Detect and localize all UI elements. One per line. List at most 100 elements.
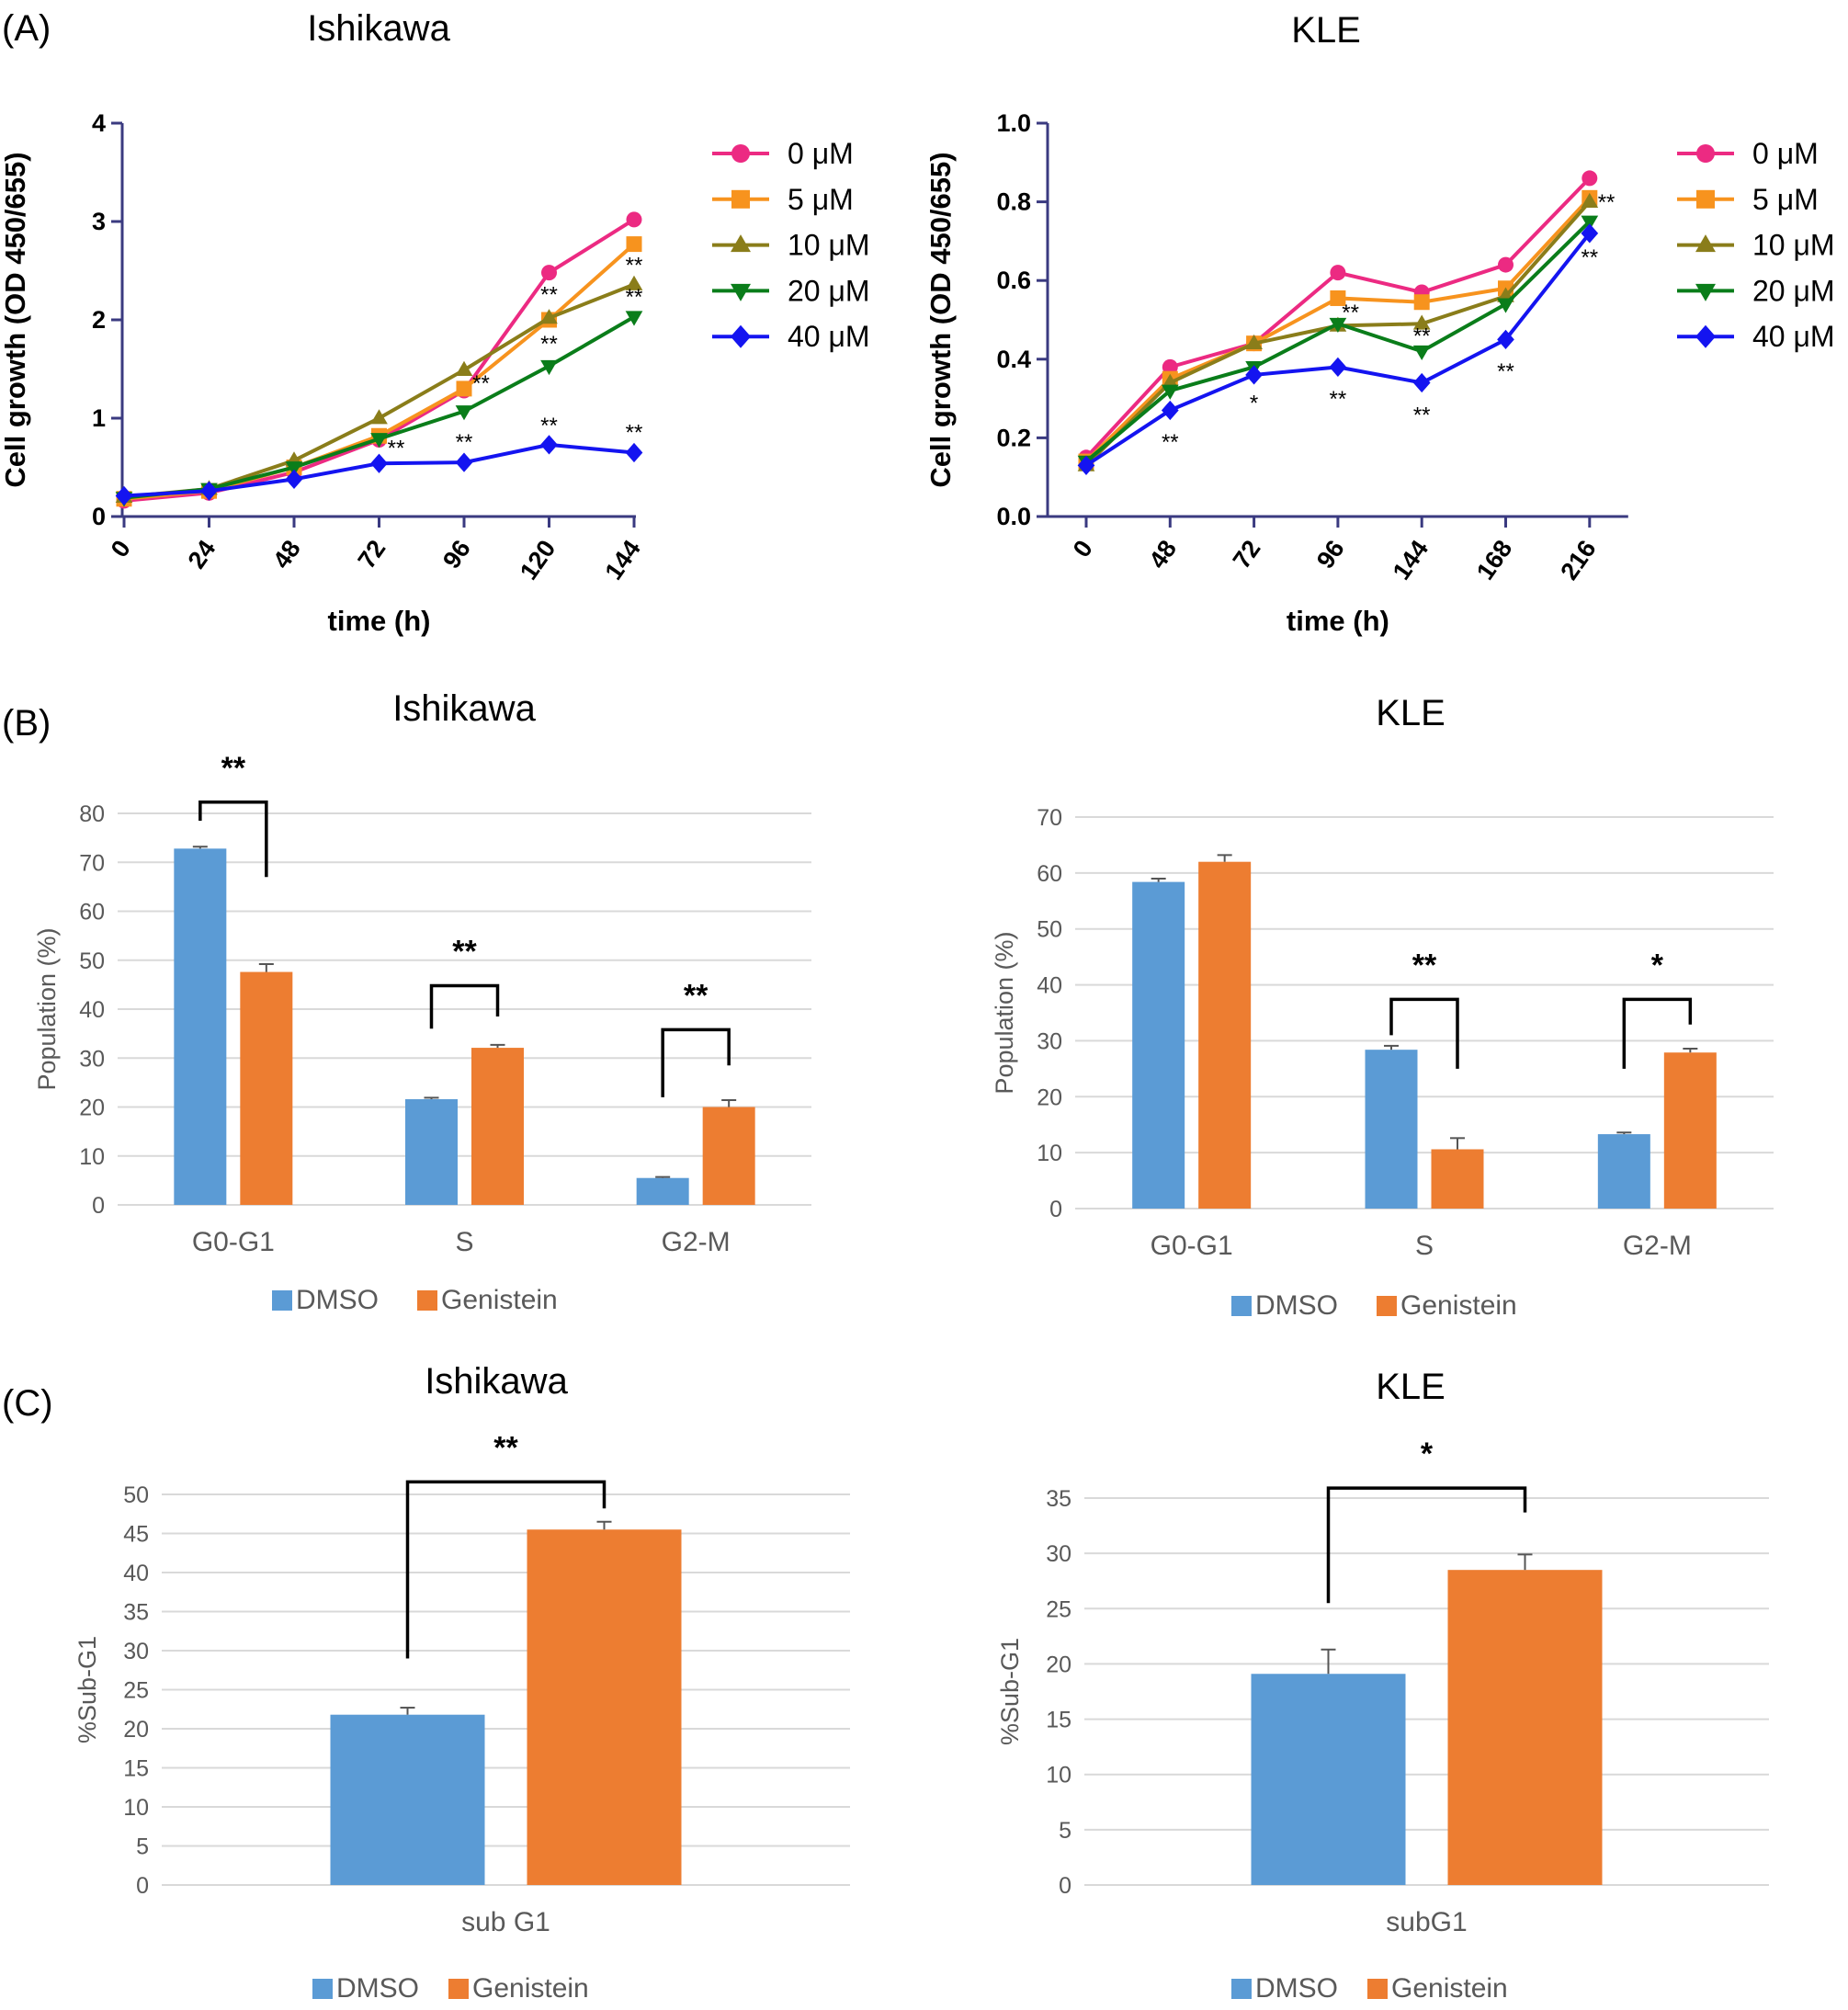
x-category-label: sub G1 — [461, 1907, 550, 1937]
data-point — [370, 409, 388, 425]
significance-mark: ** — [1413, 324, 1431, 349]
bar-genistein — [1663, 1052, 1717, 1209]
data-point — [1498, 256, 1514, 273]
y-tick-label: 0 — [136, 1873, 149, 1899]
data-point — [1582, 170, 1598, 187]
chart-title: Ishikawa — [392, 688, 536, 729]
significance-bracket — [1622, 997, 1693, 1069]
legend-label: 40 μM — [1752, 320, 1835, 353]
legend-marker — [731, 234, 751, 253]
y-tick-label: 30 — [123, 1639, 149, 1664]
y-tick-label: 4 — [92, 109, 106, 137]
significance-bracket — [661, 1028, 731, 1097]
x-tick-label: 96 — [1311, 535, 1350, 573]
x-tick-label: 0 — [106, 535, 136, 562]
y-tick-label: 10 — [123, 1795, 149, 1821]
x-tick-label: 48 — [1143, 535, 1182, 573]
bar-dmso — [1365, 1050, 1418, 1209]
y-tick-label: 10 — [1046, 1763, 1071, 1789]
y-tick-label: 0.0 — [996, 503, 1031, 530]
data-point — [456, 380, 472, 397]
significance-mark: * — [1651, 948, 1664, 982]
significance-mark: ** — [472, 371, 490, 396]
y-tick-label: 0.2 — [996, 424, 1031, 451]
data-point — [455, 405, 473, 421]
x-tick-label: 24 — [183, 535, 221, 573]
data-point — [285, 469, 303, 489]
x-category-label: G2-M — [1623, 1231, 1692, 1261]
x-axis-label: time (h) — [1287, 605, 1389, 637]
significance-mark: ** — [626, 421, 643, 446]
x-axis-label: time (h) — [328, 605, 431, 637]
significance-mark: ** — [1413, 403, 1431, 427]
legend-label: 5 μM — [788, 183, 854, 216]
y-tick-label: 0 — [92, 1193, 105, 1219]
x-tick-label: 72 — [353, 535, 391, 573]
line-chart-kle-growth: KLE 0.0 0.2 0.4 0.6 0.8 1.0 0 48 72 96 144 168 216 tim… — [924, 10, 1835, 637]
data-point — [1581, 223, 1599, 244]
y-tick-label: 0.4 — [996, 346, 1031, 373]
bar-dmso — [174, 848, 227, 1205]
x-tick-label: 144 — [599, 535, 645, 585]
y-tick-label: 3 — [92, 208, 106, 235]
legend-label: 10 μM — [788, 229, 870, 262]
y-tick-label: 0 — [92, 503, 106, 530]
x-tick-label: 216 — [1555, 535, 1601, 585]
legend-marker — [731, 324, 751, 348]
data-point — [626, 211, 642, 228]
significance-bracket — [405, 1480, 607, 1659]
legend-label: DMSO — [1255, 1973, 1338, 2004]
y-tick-label: 60 — [79, 900, 105, 926]
y-tick-label: 20 — [79, 1096, 105, 1121]
x-tick-label: 0 — [1068, 535, 1098, 562]
y-tick-label: 0 — [1059, 1873, 1071, 1899]
significance-bracket — [198, 801, 268, 878]
legend-marker — [1695, 324, 1716, 348]
y-tick-label: 50 — [79, 948, 105, 974]
data-point — [1329, 357, 1347, 377]
legend-swatch — [448, 1979, 469, 1999]
significance-mark: ** — [540, 283, 558, 308]
significance-bracket — [1389, 997, 1459, 1069]
legend-swatch — [272, 1290, 292, 1311]
data-point — [370, 453, 388, 473]
bar-chart-ishikawa-cell-cycle: Ishikawa 0 10 20 30 40 50 60 70 80 Population (%) G… — [33, 688, 811, 1315]
data-point — [1497, 298, 1514, 313]
line-chart-ishikawa-growth: Ishikawa 0 1 2 3 4 0 24 48 72 96 120 144 time (h) Cell… — [0, 8, 870, 637]
x-tick-label: 72 — [1228, 535, 1266, 573]
bar-dmso — [636, 1177, 689, 1205]
y-tick-label: 35 — [123, 1600, 149, 1626]
significance-mark: ** — [452, 934, 477, 969]
legend-marker — [731, 283, 751, 301]
data-point — [115, 485, 133, 506]
data-point — [455, 452, 473, 472]
y-tick-label: 2 — [92, 306, 106, 334]
data-point — [1581, 192, 1599, 208]
data-point — [370, 433, 388, 449]
y-tick-label: 40 — [1037, 973, 1062, 999]
bar-dmso — [330, 1714, 485, 1885]
bar-dmso — [1251, 1674, 1406, 1885]
significance-mark: ** — [540, 414, 558, 438]
data-point — [1161, 384, 1179, 400]
bar-genistein — [471, 1048, 524, 1205]
significance-mark: ** — [540, 332, 558, 357]
significance-mark: ** — [1497, 359, 1514, 384]
y-tick-label: 15 — [123, 1756, 149, 1782]
legend-marker — [731, 189, 750, 209]
series-40uM — [1077, 223, 1599, 475]
y-tick-label: 60 — [1037, 861, 1062, 887]
x-category-label: S — [1415, 1231, 1434, 1261]
legend-label: 5 μM — [1752, 183, 1819, 216]
legend-swatch — [1367, 1979, 1388, 1999]
x-tick-label: 144 — [1388, 535, 1434, 585]
y-tick-label: 40 — [123, 1561, 149, 1586]
legend-marker — [1695, 283, 1716, 301]
data-point — [1245, 334, 1263, 350]
y-tick-label: 30 — [79, 1046, 105, 1072]
legend-label: DMSO — [296, 1285, 379, 1315]
legend-label: 0 μM — [1752, 137, 1819, 170]
legend-label: Genistein — [1391, 1973, 1508, 2004]
significance-mark: ** — [1598, 190, 1616, 215]
